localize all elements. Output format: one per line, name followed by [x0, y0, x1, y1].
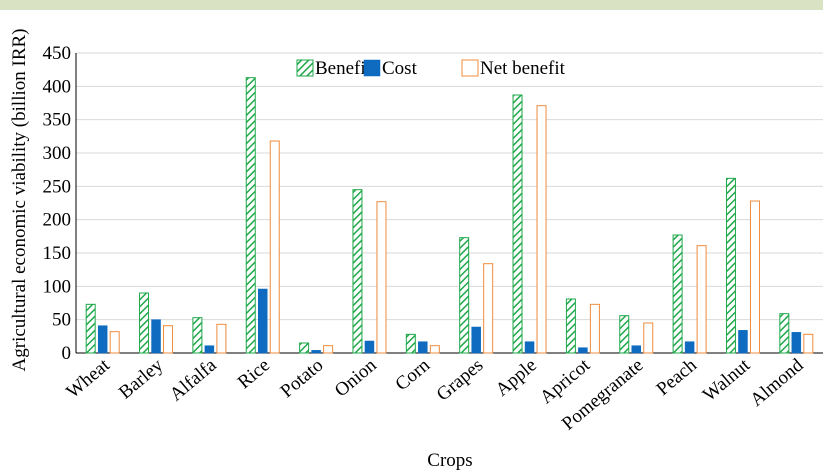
- bar-cost-potato: [311, 350, 321, 354]
- bar-net-benefit-alfalfa: [216, 323, 227, 354]
- bar-benefit-wheat: [85, 303, 96, 354]
- legend-label: Cost: [382, 58, 418, 79]
- bar-net-benefit-grapes: [483, 263, 494, 354]
- y-tick-label: 450: [43, 43, 72, 64]
- bar-benefit-peach: [672, 234, 683, 354]
- bar-cost-pomegranate: [631, 345, 641, 354]
- bar-net-benefit-onion: [376, 201, 387, 354]
- bar-net-benefit-peach: [696, 245, 707, 354]
- bar-benefit-barley: [139, 292, 150, 354]
- legend: Benefit Cost Net benefit: [296, 58, 566, 79]
- bar-cost-barley: [151, 319, 161, 354]
- bar-cost-apple: [524, 341, 535, 354]
- y-tick-label: 350: [43, 110, 72, 131]
- bar-net-benefit-walnut: [749, 200, 760, 354]
- bars: [85, 77, 814, 354]
- y-tick-label: 150: [43, 243, 72, 264]
- y-tick-label: 100: [43, 276, 72, 297]
- x-axis-title: Crops: [427, 450, 472, 471]
- top-color-band: [0, 0, 823, 10]
- bar-benefit-grapes: [459, 237, 470, 354]
- legend-swatch: [363, 59, 381, 77]
- x-tick-label: Barley: [115, 354, 168, 403]
- bar-cost-walnut: [738, 330, 748, 354]
- bar-net-benefit-apple: [536, 105, 547, 354]
- bar-benefit-apple: [512, 94, 523, 354]
- y-tick-label: 200: [43, 210, 72, 231]
- bar-cost-alfalfa: [204, 345, 215, 354]
- gridlines: [76, 52, 823, 321]
- bar-cost-almond: [791, 332, 802, 354]
- legend-swatch: [461, 59, 479, 77]
- bar-net-benefit-barley: [163, 325, 174, 354]
- y-axis-title: Agricultural economic viability (billion…: [9, 29, 30, 372]
- bar-benefit-alfalfa: [192, 317, 203, 354]
- bar-benefit-apricot: [565, 298, 576, 354]
- bar-cost-peach: [684, 341, 695, 354]
- x-tick-label: Potato: [277, 355, 328, 402]
- bar-net-benefit-pomegranate: [643, 322, 654, 354]
- bar-net-benefit-corn: [429, 345, 440, 354]
- x-tick-label: Rice: [234, 355, 274, 393]
- bar-benefit-corn: [405, 333, 416, 354]
- x-tick-label: Peach: [653, 354, 702, 400]
- x-tick-label: Walnut: [699, 354, 755, 406]
- bar-cost-corn: [418, 341, 428, 354]
- bar-cost-onion: [364, 340, 375, 354]
- x-tick-label: Onion: [331, 354, 381, 401]
- bar-net-benefit-potato: [323, 345, 334, 354]
- legend-label: Benefit: [315, 58, 372, 79]
- y-tick-label: 250: [43, 176, 72, 197]
- y-tick-label: 300: [43, 143, 72, 164]
- y-tick-label: 400: [43, 76, 72, 97]
- bar-cost-wheat: [97, 325, 108, 354]
- bar-net-benefit-apricot: [589, 303, 600, 354]
- x-tick-label: Corn: [391, 354, 434, 395]
- bar-benefit-almond: [779, 313, 790, 354]
- legend-swatch: [296, 59, 314, 77]
- y-tick-label: 50: [52, 310, 71, 331]
- axes: [75, 53, 823, 354]
- bar-cost-grapes: [471, 326, 481, 354]
- bar-cost-rice: [258, 288, 268, 354]
- x-tick-label: Almond: [746, 354, 808, 410]
- bar-net-benefit-rice: [269, 140, 280, 354]
- x-tick-label: Alfalfa: [166, 354, 221, 405]
- legend-label: Net benefit: [480, 58, 566, 79]
- x-tick-label: Apple: [492, 355, 541, 401]
- x-tick-label: Grapes: [433, 355, 488, 406]
- bar-benefit-rice: [245, 77, 256, 354]
- bar-net-benefit-almond: [803, 333, 814, 354]
- bar-cost-apricot: [578, 347, 588, 354]
- bar-net-benefit-wheat: [109, 331, 120, 354]
- bar-benefit-potato: [299, 342, 310, 354]
- bar-benefit-walnut: [725, 177, 736, 354]
- bar-benefit-onion: [352, 189, 363, 354]
- bar-benefit-pomegranate: [619, 315, 630, 354]
- y-tick-labels: 0 50 100 150 200 250 300 350 400 450: [43, 43, 72, 364]
- y-tick-label: 0: [62, 343, 72, 364]
